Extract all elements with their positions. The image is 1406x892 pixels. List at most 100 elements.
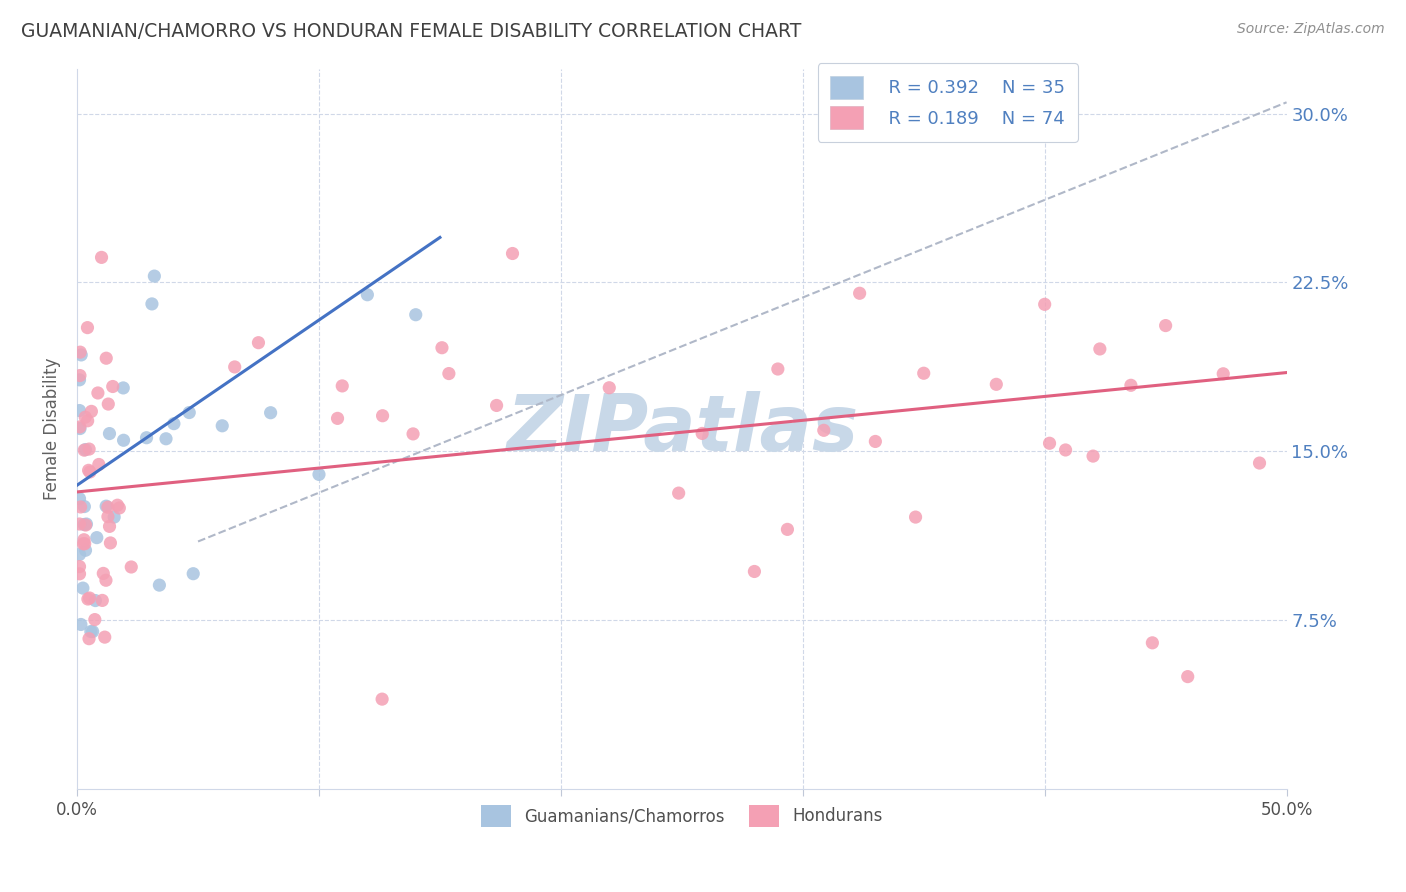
Point (69, 345, 91, 359)
Point (75, 543, 97, 558)
Point (143, 269, 166, 284)
Point (79, 591, 101, 605)
Point (120, 560, 142, 574)
Point (80, 404, 103, 418)
Point (94, 574, 117, 588)
Point (211, 418, 233, 433)
Point (141, 297, 163, 311)
Point (485, 399, 508, 413)
Point (1142, 636, 1164, 650)
Point (405, 308, 427, 322)
Point (1119, 378, 1142, 392)
Point (776, 522, 799, 536)
Point (330, 379, 353, 393)
Y-axis label: Female Disability: Female Disability (44, 358, 60, 500)
Point (75, 442, 97, 457)
Point (86, 531, 108, 545)
Point (91, 593, 114, 607)
Point (107, 498, 129, 512)
Point (1177, 670, 1199, 684)
Point (87, 458, 110, 472)
Point (87, 386, 110, 401)
Point (80, 624, 103, 639)
Point (356, 287, 378, 301)
Point (101, 379, 124, 393)
Point (90, 251, 112, 265)
Point (98, 519, 121, 533)
Point (75, 516, 97, 531)
Point (112, 381, 135, 395)
Point (77, 592, 100, 607)
Point (69, 548, 91, 562)
Point (259, 406, 281, 420)
Point (108, 500, 131, 515)
Point (430, 341, 453, 355)
Point (103, 510, 125, 524)
Point (83, 613, 105, 627)
Point (865, 434, 887, 449)
Point (73, 500, 96, 514)
Point (98, 426, 121, 441)
Point (247, 335, 270, 350)
Point (69, 516, 91, 531)
Point (73, 517, 96, 532)
Point (437, 367, 460, 381)
Point (912, 366, 935, 380)
Point (75, 410, 97, 425)
Point (1212, 367, 1234, 381)
Point (598, 381, 620, 395)
Point (112, 434, 135, 448)
Point (1088, 342, 1111, 356)
Point (72, 581, 94, 595)
Point (163, 417, 186, 431)
Point (97, 509, 120, 524)
Point (73, 533, 96, 547)
Point (308, 467, 330, 482)
Point (1038, 436, 1060, 450)
Legend: Guamanians/Chamorros, Hondurans: Guamanians/Chamorros, Hondurans (472, 797, 891, 835)
Point (155, 432, 177, 446)
Point (76, 320, 98, 334)
Point (904, 510, 927, 524)
Point (1154, 318, 1177, 333)
Point (96, 351, 118, 366)
Point (986, 377, 1008, 392)
Point (69, 368, 91, 383)
Point (97, 397, 120, 411)
Point (1081, 449, 1104, 463)
Point (326, 411, 349, 425)
Point (84, 593, 107, 607)
Point (813, 423, 835, 437)
Point (96, 499, 118, 513)
Point (76, 414, 98, 428)
Point (668, 486, 690, 500)
Point (91, 566, 114, 581)
Point (100, 536, 122, 550)
Point (69, 421, 91, 435)
Point (1033, 297, 1056, 311)
Point (77, 632, 100, 646)
Text: ZIPatlas: ZIPatlas (506, 391, 858, 467)
Point (69, 559, 91, 574)
Point (848, 286, 870, 301)
Point (73, 443, 96, 458)
Point (77, 463, 100, 477)
Point (94, 630, 117, 644)
Point (69, 500, 91, 514)
Point (179, 405, 201, 419)
Point (224, 359, 246, 374)
Point (70, 348, 93, 362)
Text: GUAMANIAN/CHAMORRO VS HONDURAN FEMALE DISABILITY CORRELATION CHART: GUAMANIAN/CHAMORRO VS HONDURAN FEMALE DI… (21, 22, 801, 41)
Point (69, 491, 91, 506)
Point (502, 246, 524, 260)
Point (148, 578, 170, 592)
Point (69, 566, 91, 581)
Point (73, 537, 96, 551)
Point (82, 624, 104, 639)
Point (79, 465, 101, 479)
Text: Source: ZipAtlas.com: Source: ZipAtlas.com (1237, 22, 1385, 37)
Point (371, 692, 394, 706)
Point (69, 373, 91, 387)
Point (69, 420, 91, 434)
Point (1249, 456, 1271, 470)
